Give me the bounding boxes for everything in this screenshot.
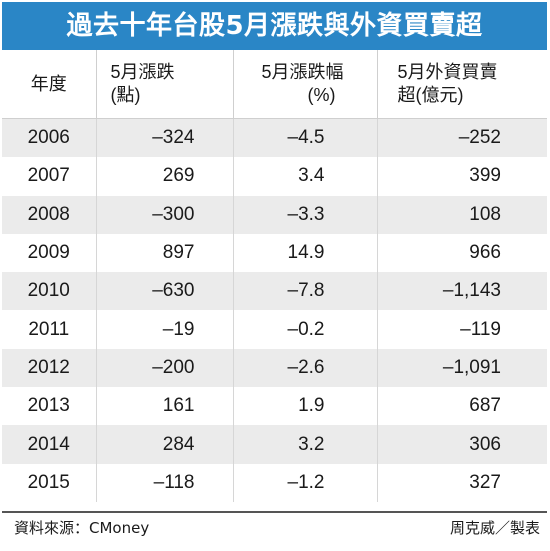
header-foreign-line2: 超(億元) bbox=[397, 85, 464, 105]
cell-points-change: 161 bbox=[96, 387, 234, 426]
cell-year: 2007 bbox=[2, 157, 97, 196]
cell-foreign-net: –1,143 bbox=[377, 272, 547, 311]
table-row: 2014 284 3.2 306 bbox=[2, 425, 547, 464]
header-points: 5月漲跌 (點) bbox=[96, 50, 234, 119]
table-row: 2012 –200 –2.6 –1,091 bbox=[2, 348, 547, 388]
source-note: 資料來源：CMoney bbox=[14, 519, 150, 537]
cell-percent-change: –2.6 bbox=[233, 348, 378, 388]
cell-foreign-net: –119 bbox=[377, 310, 547, 349]
cell-points-change: –19 bbox=[96, 310, 234, 349]
cell-percent-change: 1.9 bbox=[233, 387, 378, 426]
cell-foreign-net: 306 bbox=[377, 425, 547, 464]
credit-note: 周克威／製表 bbox=[449, 519, 540, 537]
header-pct-line2: (%) bbox=[307, 85, 336, 105]
table-row: 2008 –300 –3.3 108 bbox=[2, 195, 547, 234]
cell-year: 2006 bbox=[2, 118, 97, 158]
cell-percent-change: 14.9 bbox=[233, 233, 378, 273]
cell-foreign-net: 966 bbox=[377, 233, 547, 273]
cell-percent-change: –1.2 bbox=[233, 463, 378, 502]
cell-percent-change: –7.8 bbox=[233, 272, 378, 311]
table-row: 2007 269 3.4 399 bbox=[2, 157, 547, 196]
cell-foreign-net: 687 bbox=[377, 387, 547, 426]
footer: 資料來源：CMoney 周克威／製表 bbox=[14, 516, 540, 540]
data-table: 年度 5月漲跌 (點) 5月漲跌幅 (%) 5月外資買賣 超(億元) 2006–… bbox=[2, 50, 547, 502]
header-foreign-line1: 5月外資買賣 bbox=[397, 62, 498, 82]
cell-foreign-net: 399 bbox=[377, 157, 547, 196]
header-row: 年度 5月漲跌 (點) 5月漲跌幅 (%) 5月外資買賣 超(億元) bbox=[2, 50, 547, 119]
header-pct: 5月漲跌幅 (%) bbox=[233, 50, 378, 119]
cell-percent-change: 3.4 bbox=[233, 157, 378, 196]
cell-year: 2008 bbox=[2, 195, 97, 234]
header-points-line1: 5月漲跌 bbox=[110, 62, 175, 82]
header-foreign: 5月外資買賣 超(億元) bbox=[377, 50, 547, 119]
cell-year: 2009 bbox=[2, 233, 97, 273]
cell-year: 2010 bbox=[2, 272, 97, 311]
table-title: 過去十年台股5月漲跌與外資買賣超 bbox=[2, 2, 547, 50]
cell-points-change: –118 bbox=[96, 463, 234, 502]
cell-points-change: –200 bbox=[96, 348, 234, 388]
bottom-divider bbox=[2, 511, 547, 513]
table-body: 2006 –324 –4.5 –252 2007 269 3.4 399 2008 –300 –3.… bbox=[2, 118, 547, 502]
cell-foreign-net: 108 bbox=[377, 195, 547, 234]
table-row: 2009 897 14.9 966 bbox=[2, 233, 547, 273]
cell-year: 2012 bbox=[2, 348, 97, 388]
table-row: 2006 –324 –4.5 –252 bbox=[2, 118, 547, 158]
cell-percent-change: –3.3 bbox=[233, 195, 378, 234]
cell-year: 2014 bbox=[2, 425, 97, 464]
cell-points-change: 897 bbox=[96, 233, 234, 273]
cell-percent-change: –4.5 bbox=[233, 118, 378, 158]
header-year: 年度 bbox=[2, 50, 97, 119]
cell-foreign-net: –252 bbox=[377, 118, 547, 158]
table-row: 2010 –630 –7.8 –1,143 bbox=[2, 272, 547, 311]
header-points-line2: (點) bbox=[110, 85, 141, 105]
cell-points-change: 269 bbox=[96, 157, 234, 196]
table-row: 2015 –118 –1.2 327 bbox=[2, 463, 547, 502]
cell-points-change: –300 bbox=[96, 195, 234, 234]
cell-points-change: –630 bbox=[96, 272, 234, 311]
table-row: 2011 –19 –0.2 –119 bbox=[2, 310, 547, 349]
cell-percent-change: –0.2 bbox=[233, 310, 378, 349]
cell-year: 2013 bbox=[2, 387, 97, 426]
header-year-label: 年度 bbox=[30, 73, 67, 94]
table-row: 2013 161 1.9 687 bbox=[2, 387, 547, 426]
cell-foreign-net: 327 bbox=[377, 463, 547, 502]
cell-points-change: –324 bbox=[96, 118, 234, 158]
header-pct-line1: 5月漲跌幅 bbox=[261, 62, 344, 82]
cell-points-change: 284 bbox=[96, 425, 234, 464]
cell-year: 2011 bbox=[2, 310, 97, 349]
cell-year: 2015 bbox=[2, 463, 97, 502]
cell-percent-change: 3.2 bbox=[233, 425, 378, 464]
cell-foreign-net: –1,091 bbox=[377, 348, 547, 388]
